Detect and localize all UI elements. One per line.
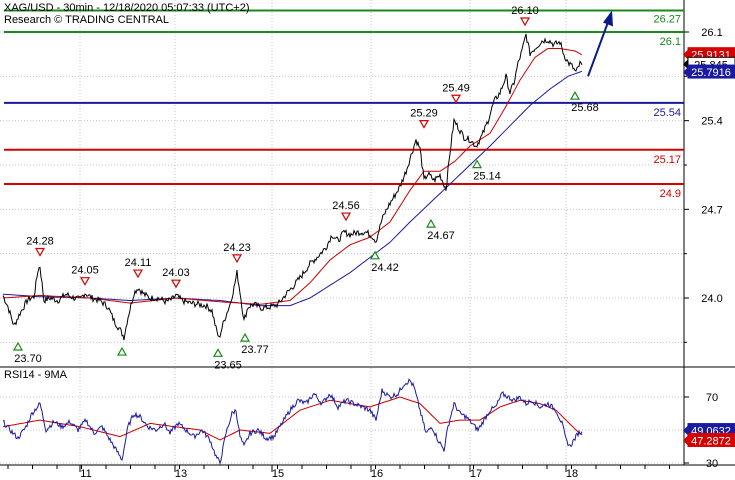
rsi-axis-label: 30: [706, 458, 718, 470]
price-axis-label: 24.7: [701, 204, 722, 216]
swing-high-label: 24.11: [125, 257, 152, 269]
projection-arrow: [587, 19, 610, 77]
time-axis: 11 13 15 16 17 18: [7, 465, 670, 480]
swing-high-marker: [340, 212, 352, 222]
swing-low-label: 25.68: [571, 102, 599, 114]
swing-low-label: 23.65: [214, 359, 242, 371]
swing-high-marker: [231, 254, 243, 264]
swing-high-label: 24.56: [332, 200, 360, 212]
swing-low-marker: [116, 346, 128, 356]
swing-high-marker: [450, 94, 462, 104]
price-axis-label: 25.4: [701, 116, 722, 128]
swing-high-label: 24.23: [223, 242, 251, 254]
time-axis-label: 18: [566, 468, 578, 480]
swing-high-label: 26.10: [511, 5, 539, 17]
swing-low-marker: [471, 159, 483, 169]
swing-high-label: 25.29: [410, 108, 438, 120]
swing-low-marker: [425, 218, 437, 228]
rsi-ma-line: [2, 396, 583, 441]
time-axis-label: 16: [371, 468, 383, 480]
time-axis-label: 11: [80, 468, 91, 480]
price-axis: 26.1 25.4 24.7 24.0: [684, 27, 723, 343]
price-tag-pointer: [683, 59, 688, 70]
price-line: [2, 33, 583, 341]
swing-high-marker: [170, 279, 182, 289]
rsi-grid: [0, 368, 684, 464]
swing-low-marker: [12, 341, 24, 351]
rsi-tag-label: 47.2872: [691, 435, 731, 447]
time-axis-label: 17: [470, 468, 482, 480]
rsi-axis-label: 70: [706, 392, 718, 404]
price-tag-label: 25.7916: [691, 67, 731, 79]
level-label: 25.54: [653, 107, 681, 119]
rsi-tag-pointer: [683, 435, 688, 446]
chart-title: XAG/USD - 30min - 12/18/2020 05:07:33 (U…: [4, 2, 249, 14]
swing-low-label: 24.67: [427, 230, 455, 242]
swing-high-marker: [519, 17, 531, 27]
swing-high-label: 25.49: [442, 82, 470, 94]
swing-low-marker: [569, 90, 581, 100]
level-label: 24.9: [660, 188, 681, 200]
swing-low-label: 23.77: [241, 344, 269, 356]
price-tag-pointer: [683, 67, 688, 78]
swing-low-label: 23.70: [14, 353, 42, 365]
swing-high-marker: [132, 269, 144, 279]
level-lines: 26.27 26.1 25.54 25.17 24.9: [4, 9, 684, 200]
swing-high-label: 24.05: [71, 265, 99, 277]
price-axis-label: 26.1: [701, 27, 722, 39]
swing-high-label: 24.28: [26, 236, 54, 248]
level-label: 26.1: [660, 36, 681, 48]
level-label: 25.17: [653, 154, 681, 166]
swing-high-marker: [418, 119, 430, 129]
rsi-line: [2, 378, 583, 466]
swing-low-marker: [369, 250, 381, 260]
time-axis-label: 15: [272, 468, 284, 480]
level-label: 26.27: [653, 13, 681, 25]
swing-low-label: 24.42: [371, 262, 399, 274]
rsi-series: [2, 378, 583, 466]
research-credit: Research © TRADING CENTRAL: [4, 14, 169, 26]
swing-low-marker: [239, 332, 251, 342]
swing-markers: 24.28 24.05 24.11 24.03 24.23 24.56 25.29 25.49…: [12, 5, 599, 371]
time-axis-label: 13: [175, 468, 187, 480]
swing-high-label: 24.03: [162, 267, 190, 279]
price-tag-pointer: [683, 49, 688, 60]
rsi-tag-pointer: [683, 425, 688, 436]
price-series: [2, 10, 613, 341]
rsi-axis: 70 30: [684, 392, 718, 470]
swing-high-marker: [79, 277, 91, 286]
swing-high-marker: [34, 247, 46, 257]
price-axis-label: 24.0: [701, 293, 722, 305]
projection-arrow-head: [603, 10, 613, 27]
swing-low-marker: [212, 348, 224, 357]
swing-low-label: 25.14: [473, 171, 501, 183]
rsi-title: RSI14 - 9MA: [4, 369, 68, 381]
